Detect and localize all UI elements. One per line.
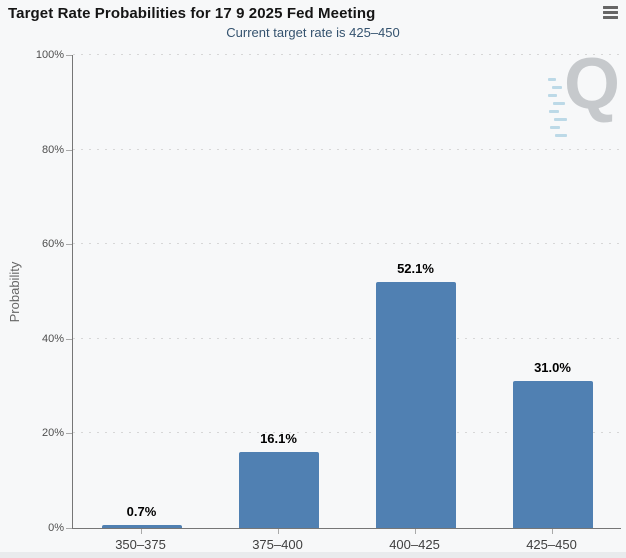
y-axis-tick-label: 40% [41, 332, 64, 345]
y-axis-tick-label: 60% [41, 238, 64, 251]
hamburger-bar [603, 6, 618, 9]
hamburger-bar [603, 16, 618, 19]
x-axis-tick [551, 529, 553, 534]
y-gridline [73, 337, 621, 339]
y-axis-tick [66, 55, 72, 56]
x-axis-tick [277, 529, 279, 534]
probability-bar[interactable] [375, 281, 456, 528]
y-axis-tick [66, 338, 72, 340]
y-axis-tick [66, 244, 72, 246]
y-axis-tick-label: 80% [41, 143, 64, 156]
x-axis-tick-label: 375–400 [252, 537, 303, 552]
bar-data-label: 31.0% [534, 360, 571, 376]
y-axis-tick-label: 0% [48, 522, 64, 534]
x-axis-tick [140, 529, 142, 534]
y-axis-tick-label: 20% [41, 427, 64, 440]
x-axis-tick [414, 529, 416, 534]
probability-bar[interactable] [101, 524, 182, 528]
bottom-strip [0, 552, 626, 558]
hamburger-menu-icon[interactable] [602, 6, 619, 21]
y-gridline [73, 148, 621, 150]
y-gridline [73, 243, 621, 245]
bar-data-label: 52.1% [397, 260, 434, 276]
y-gridline [73, 54, 621, 55]
y-axis-tick [66, 149, 72, 151]
chart-subtitle: Current target rate is 425–450 [226, 25, 400, 40]
y-axis-tick [66, 528, 72, 529]
chart-title: Target Rate Probabilities for 17 9 2025 … [8, 5, 376, 22]
bar-data-label: 16.1% [260, 430, 297, 446]
x-axis-tick-label: 400–425 [389, 537, 440, 552]
x-axis-tick-label: 425–450 [526, 537, 577, 552]
y-axis-title: Probability [7, 261, 22, 323]
y-axis-tick [66, 433, 72, 435]
y-axis-tick-label: 100% [35, 49, 64, 61]
hamburger-bar [603, 11, 618, 14]
bar-data-label: 0.7% [126, 503, 157, 519]
probability-bar[interactable] [512, 381, 593, 528]
plot-area: 0.7% 16.1% 52.1% 31.0% [72, 54, 621, 529]
y-gridline [73, 432, 621, 434]
probability-bar[interactable] [238, 451, 319, 528]
x-axis-tick-label: 350–375 [115, 537, 166, 552]
